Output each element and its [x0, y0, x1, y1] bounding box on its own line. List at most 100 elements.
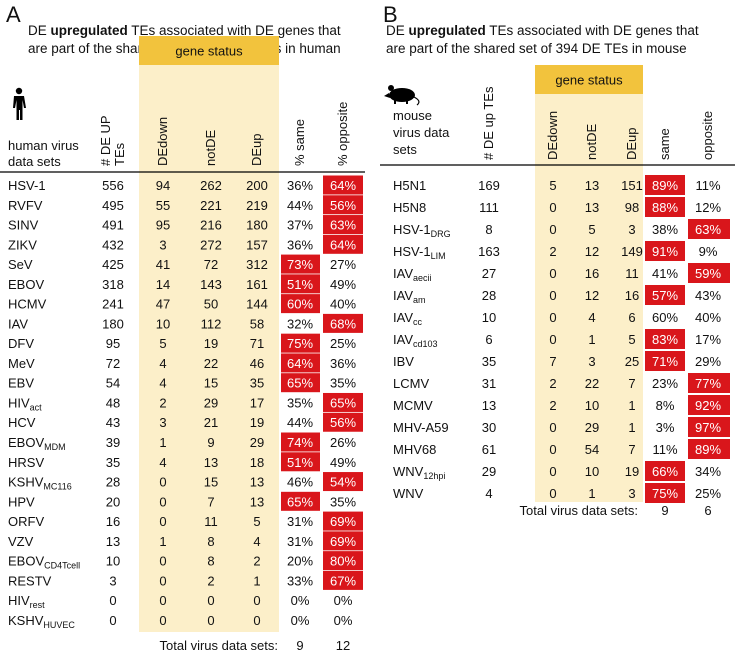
cell-same: 83% [652, 332, 678, 347]
cell-notde: 9 [207, 435, 214, 450]
cell-count: 13 [106, 534, 120, 549]
header-name: sets [393, 142, 417, 157]
virus-name-main: IAV [8, 316, 28, 331]
header-up: DEup [249, 133, 264, 166]
highlight-cell [323, 472, 363, 492]
virus-name-main: HRSV [8, 455, 44, 470]
highlight-cell [323, 234, 363, 254]
cell-opposite: 92% [695, 398, 721, 413]
cell-notde: 216 [200, 218, 222, 233]
cell-count: 0 [109, 613, 116, 628]
cell-same: 66% [652, 464, 678, 479]
cell-notde: 8 [207, 554, 214, 569]
virus-name: HSV-1DRG [393, 222, 451, 239]
cell-up: 58 [250, 316, 264, 331]
header-down: DEdown [155, 117, 170, 166]
cell-count: 111 [479, 200, 499, 215]
highlight-cell [688, 439, 730, 459]
cell-count: 241 [102, 297, 124, 312]
cell-notde: 112 [201, 316, 222, 331]
cell-same: 91% [652, 244, 678, 259]
cell-up: 1 [628, 420, 635, 435]
footer-label: Total virus data sets: [520, 503, 639, 518]
cell-opposite: 40% [695, 310, 721, 325]
cell-notde: 143 [200, 277, 222, 292]
cell-up: 219 [246, 198, 268, 213]
cell-down: 0 [549, 266, 556, 281]
cell-opposite: 40% [330, 297, 356, 312]
virus-name-main: ORFV [8, 514, 44, 529]
cell-down: 0 [549, 486, 556, 501]
highlight-cell [281, 333, 320, 353]
cell-down: 0 [159, 573, 166, 588]
cell-opposite: 11% [695, 178, 720, 193]
cell-same: 73% [287, 257, 313, 272]
cell-count: 180 [102, 316, 124, 331]
caption: are part of the shared set of 394 DE TEs… [386, 41, 687, 56]
cell-notde: 0 [207, 613, 214, 628]
cell-count: 6 [485, 332, 492, 347]
cell-count: 43 [106, 415, 120, 430]
cell-down: 2 [159, 395, 166, 410]
cell-up: 3 [628, 222, 635, 237]
cell-opposite: 68% [330, 316, 356, 331]
virus-name-sub: am [413, 295, 426, 305]
cell-count: 20 [106, 494, 120, 509]
cell-same: 75% [287, 336, 313, 351]
cell-opposite: 43% [695, 288, 721, 303]
virus-name-main: ZIKV [8, 237, 37, 252]
virus-name: HIVact [8, 395, 42, 412]
cell-count: 27 [482, 266, 496, 281]
cell-count: 28 [106, 475, 120, 490]
cell-opposite: 12% [695, 200, 721, 215]
cell-count: 72 [106, 356, 120, 371]
virus-name-main: HSV-1 [393, 222, 431, 237]
caption-bold: upregulated [409, 23, 486, 38]
cell-down: 0 [159, 494, 166, 509]
virus-name: MeV [8, 356, 35, 371]
cell-opposite: 64% [330, 178, 356, 193]
cell-down: 0 [549, 332, 556, 347]
cell-down: 4 [159, 356, 166, 371]
cell-notde: 8 [207, 534, 214, 549]
cell-count: 8 [485, 222, 492, 237]
cell-down: 0 [549, 200, 556, 215]
cell-opposite: 17% [695, 332, 721, 347]
virus-name: IAVam [393, 288, 426, 305]
cell-same: 71% [652, 354, 678, 369]
gene-status-band [535, 94, 643, 502]
virus-name-main: HCV [8, 415, 36, 430]
virus-name: RVFV [8, 198, 43, 213]
cell-same: 8% [656, 398, 675, 413]
cell-opposite: 56% [330, 415, 356, 430]
highlight-cell [323, 531, 363, 551]
virus-name: EBOVMDM [8, 435, 66, 452]
cell-down: 3 [159, 415, 166, 430]
cell-opposite: 59% [695, 266, 721, 281]
cell-up: 7 [628, 376, 635, 391]
cell-up: 4 [253, 534, 260, 549]
virus-name: EBOV [8, 277, 44, 292]
cell-notde: 1 [588, 332, 595, 347]
virus-name: HCV [8, 415, 36, 430]
virus-name: HCMV [8, 297, 47, 312]
cell-down: 4 [159, 455, 166, 470]
virus-name-sub: MDM [44, 442, 66, 452]
header-down: DEdown [545, 111, 560, 160]
cell-opposite: 9% [699, 244, 718, 259]
cell-down: 5 [549, 178, 556, 193]
cell-count: 0 [109, 593, 116, 608]
header-count: # DE up TEs [481, 86, 496, 160]
cell-up: 161 [246, 277, 268, 292]
cell-down: 1 [159, 534, 166, 549]
cell-down: 0 [159, 514, 166, 529]
cell-up: 13 [250, 494, 264, 509]
virus-name: HPV [8, 494, 35, 509]
highlight-cell [688, 417, 730, 437]
header-count: TEs [112, 142, 127, 166]
cell-same: 46% [287, 475, 313, 490]
cell-up: 180 [246, 218, 268, 233]
cell-up: 18 [250, 455, 264, 470]
cell-down: 55 [156, 198, 170, 213]
virus-name-main: VZV [8, 534, 34, 549]
